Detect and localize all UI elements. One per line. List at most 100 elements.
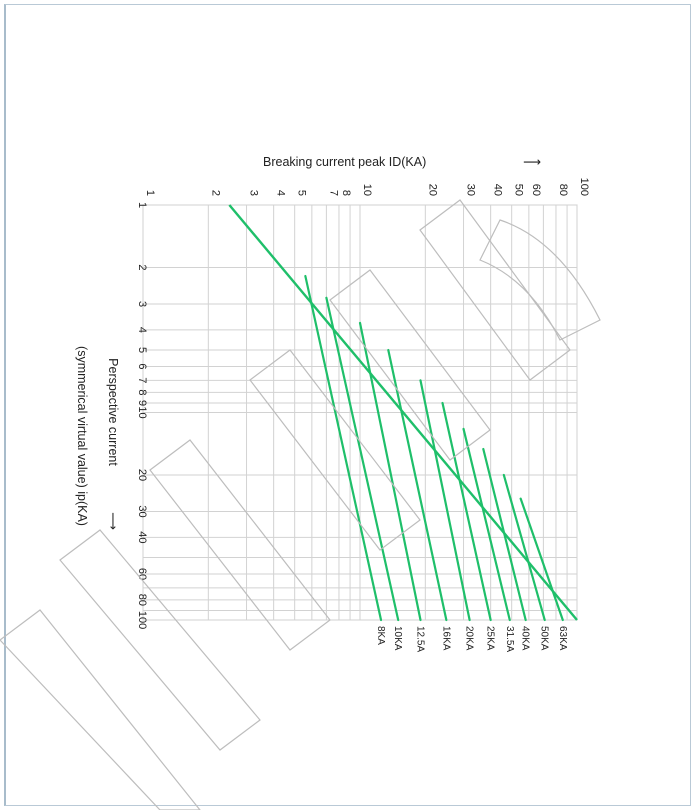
x-tick-label: 20 bbox=[136, 469, 148, 481]
series-line-50ka bbox=[502, 473, 546, 622]
series-label-text: 50KA bbox=[539, 626, 550, 651]
x-tick-text: 40 bbox=[136, 531, 148, 543]
x-tick-label: 3 bbox=[136, 301, 148, 307]
y-tick-text: 7 bbox=[327, 190, 339, 196]
x-tick-label: 7 bbox=[136, 377, 148, 383]
envelope-line bbox=[228, 204, 578, 621]
y-tick-text: 10 bbox=[361, 184, 373, 196]
series-label-text: 31.5A bbox=[504, 626, 515, 652]
x-tick-label: 1 bbox=[136, 202, 148, 208]
series-label-text: 40KA bbox=[520, 626, 531, 651]
x-tick-text: 5 bbox=[136, 347, 148, 353]
y-tick-label: 100 bbox=[578, 178, 590, 196]
y-tick-label: 1 bbox=[144, 190, 156, 196]
x-tick-label: 10 bbox=[136, 406, 148, 418]
x-axis-label: Perspective current bbox=[106, 358, 120, 466]
y-axis-label: Breaking current peak ID(KA) bbox=[263, 155, 426, 169]
x-tick-label: 8 bbox=[136, 389, 148, 395]
y-tick-text: 8 bbox=[340, 190, 352, 196]
y-tick-label: 3 bbox=[248, 190, 260, 196]
x-tick-text: 1 bbox=[136, 202, 148, 208]
series-line-31-5a bbox=[462, 427, 511, 622]
series-label: 25KA bbox=[485, 626, 496, 651]
y-tick-label: 2 bbox=[209, 190, 221, 196]
y-tick-label: 30 bbox=[465, 184, 477, 196]
x-axis-title-line2: (symmerical virtual value) ip(KA) bbox=[75, 346, 89, 526]
x-tick-text: 80 bbox=[136, 594, 148, 606]
series-line-20ka bbox=[419, 379, 471, 622]
y-tick-text: 30 bbox=[465, 184, 477, 196]
x-tick-text: 20 bbox=[136, 469, 148, 481]
x-tick-text: 10 bbox=[136, 406, 148, 418]
x-tick-text: 100 bbox=[136, 611, 148, 629]
x-tick-label: 2 bbox=[136, 264, 148, 270]
x-tick-text: 4 bbox=[136, 327, 148, 333]
y-tick-label: 40 bbox=[492, 184, 504, 196]
series-label-text: 63KA bbox=[557, 626, 568, 651]
chart-curves bbox=[228, 204, 578, 622]
series-label-text: 20KA bbox=[464, 626, 475, 651]
x-tick-label: 5 bbox=[136, 347, 148, 353]
series-line-8ka bbox=[304, 274, 383, 622]
y-axis-title: Breaking current peak ID(KA) ⟶ bbox=[263, 155, 541, 169]
y-tick-label: 50 bbox=[513, 184, 525, 196]
series-label: 20KA bbox=[464, 626, 475, 651]
x-tick-label: 4 bbox=[136, 327, 148, 333]
x-tick-text: 7 bbox=[136, 377, 148, 383]
chart-grid bbox=[142, 204, 578, 621]
x-tick-text: 6 bbox=[136, 363, 148, 369]
watermark-outline-lettering bbox=[0, 199, 601, 810]
x-tick-label: 9 bbox=[136, 400, 148, 406]
y-tick-text: 50 bbox=[513, 184, 525, 196]
series-line-63ka bbox=[519, 497, 564, 622]
y-tick-label: 5 bbox=[296, 190, 308, 196]
y-tick-label: 80 bbox=[557, 184, 569, 196]
x-axis-label-2: (symmerical virtual value) ip(KA) bbox=[75, 346, 89, 526]
y-tick-text: 40 bbox=[492, 184, 504, 196]
x-tick-label: 80 bbox=[136, 594, 148, 606]
y-tick-text: 1 bbox=[144, 190, 156, 196]
series-line-25ka bbox=[441, 401, 492, 622]
x-tick-text: 3 bbox=[136, 301, 148, 307]
y-tick-label: 10 bbox=[361, 184, 373, 196]
series-line-10ka bbox=[325, 296, 400, 622]
y-tick-text: 4 bbox=[275, 190, 287, 196]
y-tick-text: 80 bbox=[557, 184, 569, 196]
y-tick-label: 7 bbox=[327, 190, 339, 196]
y-tick-label: 8 bbox=[340, 190, 352, 196]
x-tick-text: 8 bbox=[136, 389, 148, 395]
y-tick-text: 20 bbox=[426, 184, 438, 196]
series-label-text: 25KA bbox=[485, 626, 496, 651]
series-label-text: 10KA bbox=[392, 626, 403, 651]
x-tick-text: 30 bbox=[136, 505, 148, 517]
y-axis-arrow: ⟶ bbox=[523, 155, 541, 169]
series-label: 8KA bbox=[375, 626, 386, 645]
series-line-12-5a bbox=[358, 321, 422, 622]
x-tick-label: 40 bbox=[136, 531, 148, 543]
y-tick-text: 100 bbox=[578, 178, 590, 196]
series-label-text: 12.5A bbox=[414, 626, 425, 652]
x-tick-text: 2 bbox=[136, 264, 148, 270]
x-tick-label: 6 bbox=[136, 363, 148, 369]
series-label-text: 16KA bbox=[440, 626, 451, 651]
series-line-40ka bbox=[482, 447, 527, 622]
y-tick-label: 60 bbox=[530, 184, 542, 196]
series-label: 10KA bbox=[392, 626, 403, 651]
series-label: 50KA bbox=[539, 626, 550, 651]
series-label: 31.5A bbox=[504, 626, 515, 652]
series-label: 16KA bbox=[440, 626, 451, 651]
x-tick-label: 30 bbox=[136, 505, 148, 517]
series-label-text: 8KA bbox=[375, 626, 386, 645]
y-tick-text: 60 bbox=[530, 184, 542, 196]
series-label: 12.5A bbox=[414, 626, 425, 652]
chart-labels: Breaking current peak ID(KA) ⟶ Perspecti… bbox=[75, 155, 590, 652]
y-tick-label: 20 bbox=[426, 184, 438, 196]
y-tick-text: 5 bbox=[296, 190, 308, 196]
series-line-16ka bbox=[387, 348, 448, 622]
x-axis-title: Perspective current ⟶ bbox=[106, 358, 120, 530]
y-tick-text: 2 bbox=[209, 190, 221, 196]
x-tick-label: 100 bbox=[136, 611, 148, 629]
x-tick-text: 9 bbox=[136, 400, 148, 406]
x-axis-arrow: ⟶ bbox=[106, 512, 120, 530]
